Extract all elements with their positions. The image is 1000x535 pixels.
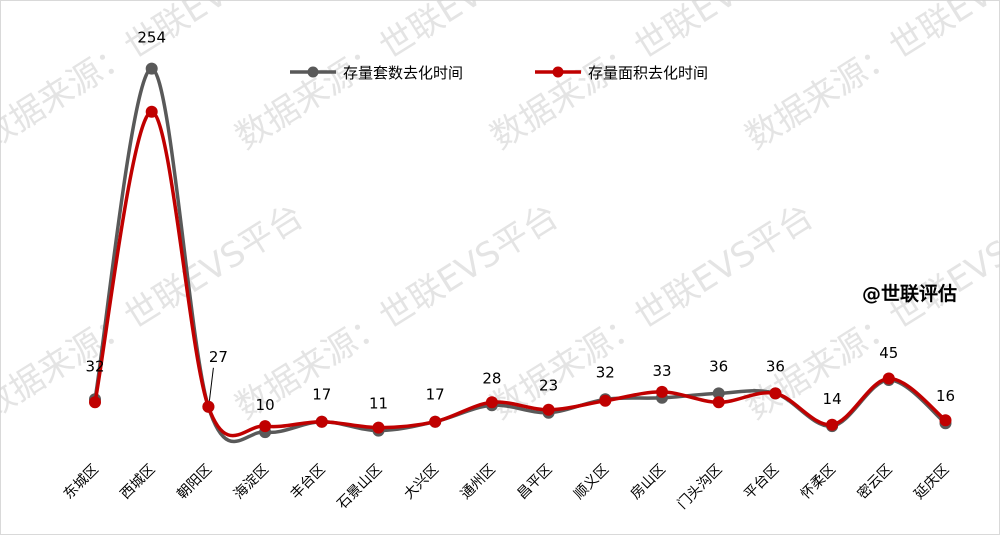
x-tick-label: 朝阳区 xyxy=(174,462,215,503)
data-point xyxy=(315,415,328,428)
x-tick-label: 通州区 xyxy=(458,462,499,503)
watermark-text: 数据来源：世联EVS平台 xyxy=(739,0,1000,158)
data-point xyxy=(145,62,158,75)
data-label: 33 xyxy=(652,362,671,380)
data-label: 17 xyxy=(426,386,445,404)
data-label: 14 xyxy=(823,390,842,408)
legend: 存量套数去化时间 存量面积去化时间 xyxy=(290,64,708,82)
x-tick-label: 海淀区 xyxy=(231,462,272,503)
data-label: 28 xyxy=(482,369,501,387)
data-labels: 32 254 27 10 17 11 17 28 23 32 33 36 36 14 45 16 xyxy=(85,29,955,414)
legend-item-1: 存量套数去化时间 xyxy=(290,64,463,82)
x-tick-label: 房山区 xyxy=(628,462,669,503)
x-tick-label: 顺义区 xyxy=(571,462,612,503)
data-label: 23 xyxy=(539,377,558,395)
data-label: 17 xyxy=(312,386,331,404)
x-tick-label: 怀柔区 xyxy=(798,462,839,503)
data-label: 32 xyxy=(85,357,104,375)
data-point xyxy=(939,414,952,427)
data-label: 27 xyxy=(209,348,228,366)
x-tick-label: 大兴区 xyxy=(401,462,442,503)
data-label: 16 xyxy=(936,387,955,405)
series-2 xyxy=(89,105,952,438)
data-point xyxy=(485,396,498,409)
data-label: 254 xyxy=(137,29,166,47)
legend-label: 存量面积去化时间 xyxy=(588,64,708,82)
x-tick-label: 密云区 xyxy=(854,461,896,503)
legend-label: 存量套数去化时间 xyxy=(343,64,463,82)
data-point xyxy=(769,387,782,400)
data-point xyxy=(145,105,158,118)
x-tick-label: 平台区 xyxy=(741,462,782,503)
series-line xyxy=(93,110,947,438)
data-point xyxy=(259,420,272,433)
data-point xyxy=(429,415,442,428)
leader-line xyxy=(208,367,214,401)
x-tick-label: 昌平区 xyxy=(514,462,555,503)
data-point xyxy=(202,400,215,413)
x-axis: 东城区 西城区 朝阳区 海淀区 丰台区 石景山区 大兴区 通州区 昌平区 顺义区 房山区 门头沟区 平台… xyxy=(61,461,953,513)
data-point xyxy=(712,387,725,400)
legend-swatch-marker xyxy=(552,66,564,78)
data-label: 32 xyxy=(596,363,615,381)
data-point xyxy=(599,394,612,407)
x-tick-label: 石景山区 xyxy=(334,462,385,513)
legend-swatch-marker xyxy=(307,66,319,78)
x-tick-label: 东城区 xyxy=(61,462,102,503)
x-tick-label: 延庆区 xyxy=(911,462,952,503)
data-point xyxy=(89,396,101,409)
data-label: 36 xyxy=(709,357,728,375)
x-tick-label: 丰台区 xyxy=(288,462,329,503)
x-tick-label: 西城区 xyxy=(118,462,159,503)
series-layer xyxy=(89,62,952,444)
data-label: 36 xyxy=(766,357,785,375)
legend-item-2: 存量面积去化时间 xyxy=(535,64,708,82)
data-label: 10 xyxy=(256,396,275,414)
data-point xyxy=(542,403,555,416)
data-point xyxy=(826,418,839,431)
data-label: 45 xyxy=(879,344,898,362)
data-point xyxy=(712,396,725,409)
data-point xyxy=(882,372,895,385)
data-label: 11 xyxy=(369,395,388,413)
x-tick-label: 门头沟区 xyxy=(675,462,726,513)
data-point xyxy=(372,421,385,434)
data-point xyxy=(656,385,668,398)
brand-label: @世联评估 xyxy=(862,282,957,305)
